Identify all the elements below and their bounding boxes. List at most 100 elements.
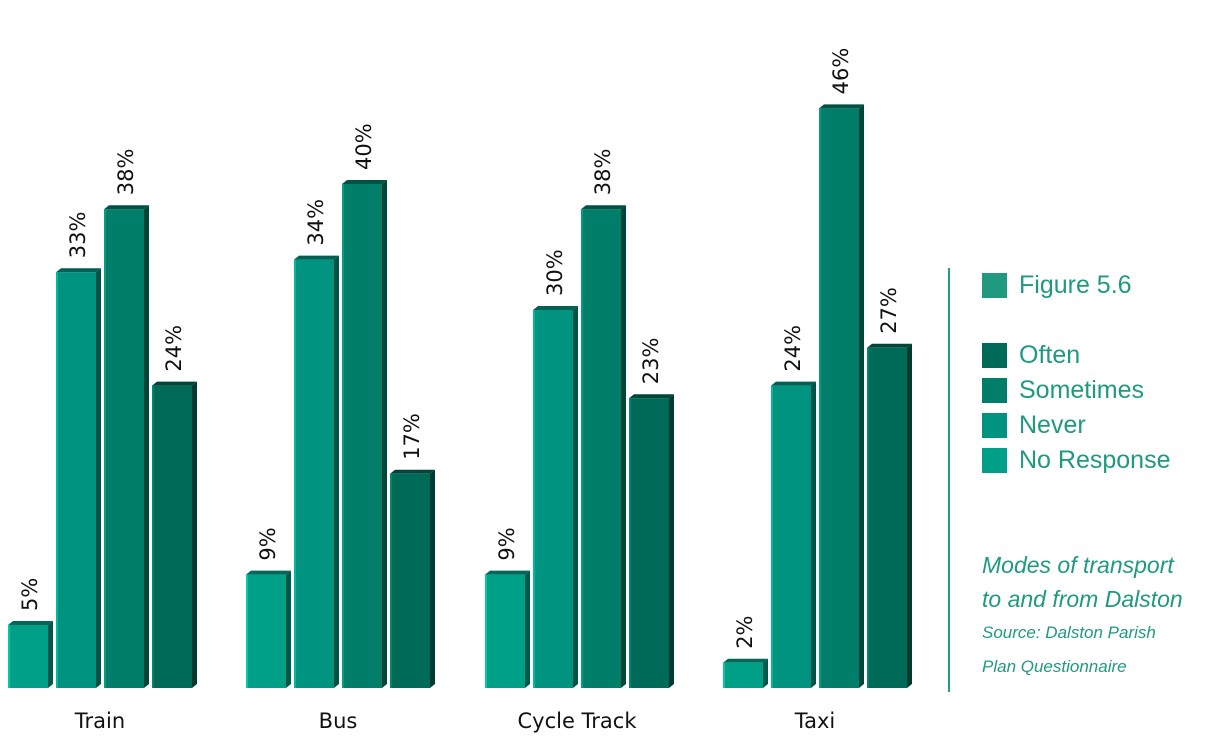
category-label-cycle-track: Cycle Track [517,709,637,733]
bar-no-response-cycle-track [485,574,525,688]
figure-label: Figure 5.6 [1019,270,1132,299]
bar-side-never-bus [334,255,339,688]
value-label-never-train: 33% [66,212,90,259]
category-label-train: Train [74,709,125,733]
legend-label-sometimes: Sometimes [1019,376,1145,404]
bar-top-no-response-bus [246,570,291,575]
legend-swatch-no-response [982,448,1007,473]
bar-highlight-often-train [152,385,154,688]
value-label-often-train: 24% [162,325,186,372]
bar-sometimes-cycle-track [581,209,621,688]
caption-source-1: Source: Dalston Parish [982,623,1156,642]
bar-chart: 5% 33% 38% 24% Train 9% 34% 40% 17% Bus 9% 30% 38% 23… [8,48,912,733]
bar-highlight-never-cycle-track [533,310,535,688]
bar-highlight-often-taxi [867,347,869,688]
legend-item-sometimes: Sometimes [982,373,1170,408]
bar-top-often-bus [390,469,435,474]
bar-top-no-response-cycle-track [485,570,530,575]
value-label-no-response-train: 5% [18,578,42,611]
figure-swatch [982,272,1007,298]
bar-top-no-response-taxi [723,658,768,663]
bar-sometimes-taxi [819,108,859,688]
chart-caption: Modes of transport to and from Dalston S… [982,548,1183,684]
bar-top-often-cycle-track [629,394,674,399]
bar-top-sometimes-train [104,205,149,210]
bar-highlight-sometimes-cycle-track [581,209,583,688]
value-label-often-cycle-track: 23% [639,338,663,385]
value-label-sometimes-cycle-track: 38% [591,149,615,196]
value-label-never-cycle-track: 30% [543,249,567,296]
bar-side-never-taxi [811,381,816,688]
bar-side-often-taxi [907,343,912,688]
legend-item-no-response: No Response [982,443,1170,478]
bar-side-never-train [96,268,101,688]
bar-highlight-no-response-cycle-track [485,574,487,688]
legend-divider [948,268,950,692]
bar-side-no-response-cycle-track [525,570,530,688]
bar-side-often-cycle-track [669,394,674,688]
value-label-no-response-taxi: 2% [733,615,757,648]
value-label-no-response-cycle-track: 9% [495,527,519,560]
value-label-sometimes-bus: 40% [352,123,376,170]
bar-no-response-taxi [723,662,763,688]
legend: Figure 5.6 Often Sometimes Never No Resp… [982,268,1170,478]
bar-highlight-often-bus [390,473,392,688]
bar-side-no-response-taxi [763,658,768,688]
bar-top-never-cycle-track [533,306,578,310]
bar-side-no-response-train [48,621,53,688]
bar-highlight-never-bus [294,259,296,688]
caption-source-2: Plan Questionnaire [982,657,1127,676]
bar-top-never-taxi [771,381,816,386]
bar-top-never-train [56,268,101,273]
legend-item-often: Often [982,338,1170,373]
bar-sometimes-train [104,209,144,688]
legend-item-never: Never [982,408,1170,443]
bar-never-train [56,272,96,688]
bar-highlight-often-cycle-track [629,398,631,688]
bar-highlight-sometimes-train [104,209,106,688]
legend-swatch-never [982,413,1007,438]
bar-highlight-no-response-bus [246,574,248,688]
bar-never-taxi [771,385,811,688]
caption-line-2: to and from Dalston [982,586,1183,612]
legend-swatch-often [982,343,1007,368]
bar-side-no-response-bus [286,570,291,688]
value-label-no-response-bus: 9% [256,527,280,560]
caption-line-1: Modes of transport [982,552,1174,578]
bar-side-sometimes-taxi [859,104,864,688]
bar-no-response-bus [246,574,286,688]
bar-top-sometimes-bus [342,180,387,184]
bar-side-often-train [192,381,197,688]
bar-highlight-never-train [56,272,58,688]
value-label-sometimes-taxi: 46% [829,48,853,95]
value-label-often-bus: 17% [400,413,424,460]
bar-often-bus [390,473,430,688]
bar-top-no-response-train [8,621,53,625]
bar-top-often-train [152,381,197,386]
bar-never-cycle-track [533,310,573,688]
bar-highlight-no-response-train [8,625,10,688]
bar-no-response-train [8,625,48,688]
bar-top-never-bus [294,255,339,260]
bar-top-sometimes-cycle-track [581,205,626,210]
figure-label-row: Figure 5.6 [982,268,1170,302]
bar-side-sometimes-bus [382,180,387,688]
legend-label-never: Never [1019,411,1086,439]
bar-highlight-sometimes-bus [342,184,344,688]
category-label-taxi: Taxi [794,709,835,733]
bar-often-taxi [867,347,907,688]
bar-side-often-bus [430,469,435,688]
legend-label-often: Often [1019,341,1081,369]
value-label-sometimes-train: 38% [114,149,138,196]
legend-label-no-response: No Response [1019,446,1171,474]
bar-top-sometimes-taxi [819,104,864,109]
bar-highlight-sometimes-taxi [819,108,821,688]
bar-top-often-taxi [867,343,912,348]
bar-side-sometimes-cycle-track [621,205,626,688]
bar-side-never-cycle-track [573,306,578,688]
value-label-never-bus: 34% [304,199,328,246]
bar-never-bus [294,259,334,688]
bar-sometimes-bus [342,184,382,688]
legend-list: Often Sometimes Never No Response [982,338,1170,478]
bar-often-cycle-track [629,398,669,688]
